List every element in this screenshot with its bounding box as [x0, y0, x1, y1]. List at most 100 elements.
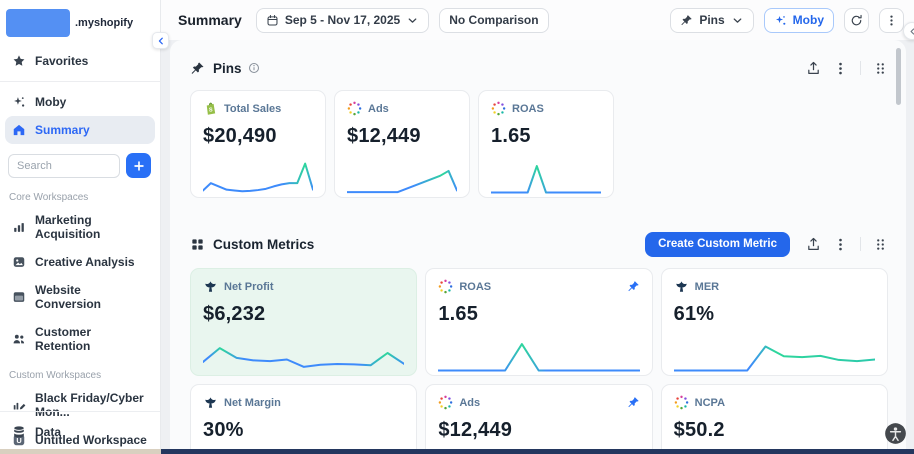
sparkle-icon [12, 95, 26, 109]
metric-card[interactable]: Net Margin 30% [190, 384, 418, 454]
core-workspaces-label: Core Workspaces [9, 192, 89, 203]
metric-card[interactable]: Ads $12,449 [425, 384, 653, 454]
sidebar-item-creative-analysis[interactable]: Creative Analysis [0, 248, 160, 276]
right-edge-expand-button[interactable] [903, 22, 914, 40]
sidebar-item-label: Customer Retention [35, 325, 92, 353]
sidebar-item-marketing-acquisition[interactable]: Marketing Acquisition [0, 206, 160, 248]
metric-value: $6,232 [203, 303, 266, 325]
create-custom-metric-button[interactable]: Create Custom Metric [645, 231, 790, 257]
moby-button[interactable]: Moby [763, 7, 834, 33]
search-input[interactable] [8, 153, 120, 178]
sidebar-item-label: Untitled Workspace [35, 433, 147, 447]
metric-value: 1.65 [491, 125, 531, 147]
metric-label: Net Margin [224, 396, 281, 409]
sidebar-item-label: Website Conversion [35, 283, 102, 311]
bottom-strip-left [0, 449, 161, 454]
chevron-down-icon [406, 14, 419, 27]
bar-chart-icon [12, 220, 26, 234]
metric-label: ROAS [512, 102, 544, 115]
comparison-button[interactable]: No Comparison [439, 7, 549, 33]
comparison-label: No Comparison [449, 13, 539, 27]
dotsring-icon [674, 395, 689, 410]
date-range-picker[interactable]: Sep 5 - Nov 17, 2025 [255, 7, 430, 33]
metric-card-header: Ads [347, 101, 457, 116]
kebab-icon[interactable] [833, 61, 848, 76]
metric-value: 30% [203, 419, 244, 441]
metric-label: Net Profit [224, 280, 274, 293]
sidebar: .myshopify Favorites Moby Summary Core W… [0, 0, 169, 454]
whale-icon [203, 395, 218, 410]
refresh-button[interactable] [844, 7, 869, 33]
people-icon [12, 332, 26, 346]
scrollbar-thumb[interactable] [896, 48, 901, 105]
metric-sparkline [203, 153, 313, 197]
star-icon [12, 54, 26, 68]
dotsring-icon [438, 279, 453, 294]
sidebar-data-section: Data [0, 411, 160, 446]
info-icon[interactable] [248, 62, 260, 74]
sidebar-item-summary[interactable]: Summary [5, 116, 155, 144]
custom-workspaces-label: Custom Workspaces [9, 370, 102, 381]
main-area: Summary Sep 5 - Nov 17, 2025 No Comparis… [161, 0, 914, 454]
pin-icon[interactable] [627, 396, 640, 409]
header-more-button[interactable] [879, 7, 904, 33]
sidebar-item-black-friday[interactable]: Black Friday/Cyber Mon... [0, 384, 160, 426]
sidebar-item-moby[interactable]: Moby [0, 88, 160, 116]
metric-sparkline [203, 331, 404, 375]
plus-icon [133, 160, 145, 172]
page-title: Summary [178, 12, 242, 28]
bottom-strip-right [161, 449, 914, 454]
metric-card[interactable]: Net Profit $6,232 [190, 268, 418, 376]
image-icon [12, 255, 26, 269]
metric-card[interactable]: Ads $12,449 [334, 90, 470, 198]
pin-icon[interactable] [627, 280, 640, 293]
metric-card[interactable]: ROAS 1.65 [478, 90, 614, 198]
database-icon [12, 425, 26, 439]
drag-handle-icon[interactable] [873, 237, 888, 252]
pins-dropdown[interactable]: Pins [670, 7, 754, 33]
metric-card[interactable]: MER 61% [660, 268, 888, 376]
metric-card-header: NCPA [674, 395, 875, 410]
kebab-icon[interactable] [833, 237, 848, 252]
pin-icon [680, 14, 693, 27]
sidebar-search-row [0, 144, 160, 182]
custom-metrics-section-title: Custom Metrics [213, 236, 315, 252]
custom-metrics-section-header: Custom Metrics Create Custom Metric [190, 230, 888, 258]
date-range-value: Sep 5 - Nov 17, 2025 [284, 13, 401, 27]
metric-value: $12,449 [347, 125, 421, 147]
calendar-icon [266, 14, 279, 27]
store-suffix-label: .myshopify [75, 17, 134, 29]
main-header: Summary Sep 5 - Nov 17, 2025 No Comparis… [161, 0, 914, 40]
kebab-icon [885, 14, 898, 27]
accessibility-widget-button[interactable] [884, 422, 907, 445]
metric-card[interactable]: NCPA $50.2 [660, 384, 888, 454]
sidebar-item-website-conversion[interactable]: Website Conversion [0, 276, 160, 318]
dotsring-icon [491, 101, 506, 116]
sidebar-item-label: Marketing Acquisition [35, 213, 101, 241]
metric-value: $50.2 [673, 419, 725, 441]
u-badge-icon: U [12, 433, 26, 447]
content-panel: Pins S Total Sales $20,490 Ads $12,449 ROAS 1.… [170, 40, 906, 454]
sidebar-item-customer-retention[interactable]: Customer Retention [0, 318, 160, 360]
sidebar-item-favorites[interactable]: Favorites [0, 47, 160, 75]
export-icon[interactable] [806, 61, 821, 76]
sidebar-item-data[interactable]: Data [0, 418, 160, 446]
export-icon[interactable] [806, 237, 821, 252]
custom-metrics-cards-grid: Net Profit $6,232 ROAS 1.65 MER 61% Net Margin… [190, 268, 888, 454]
metric-card[interactable]: ROAS 1.65 [425, 268, 653, 376]
sidebar-item-label: Favorites [35, 54, 89, 69]
sidebar-collapse-button[interactable] [152, 32, 169, 49]
metric-label: MER [694, 280, 720, 293]
add-workspace-button[interactable] [126, 153, 151, 178]
metric-card-header: MER [674, 279, 875, 294]
metric-card[interactable]: S Total Sales $20,490 [190, 90, 326, 198]
drag-handle-icon[interactable] [873, 61, 888, 76]
sidebar-item-untitled-workspace[interactable]: U Untitled Workspace [0, 426, 160, 454]
store-header[interactable]: .myshopify [0, 0, 160, 43]
metric-sparkline [674, 331, 875, 375]
toolbar-divider [860, 61, 861, 75]
metric-value: $12,449 [438, 419, 513, 441]
metric-label: Ads [368, 102, 389, 115]
pin-icon [191, 62, 204, 74]
store-logo-redacted [6, 9, 70, 37]
